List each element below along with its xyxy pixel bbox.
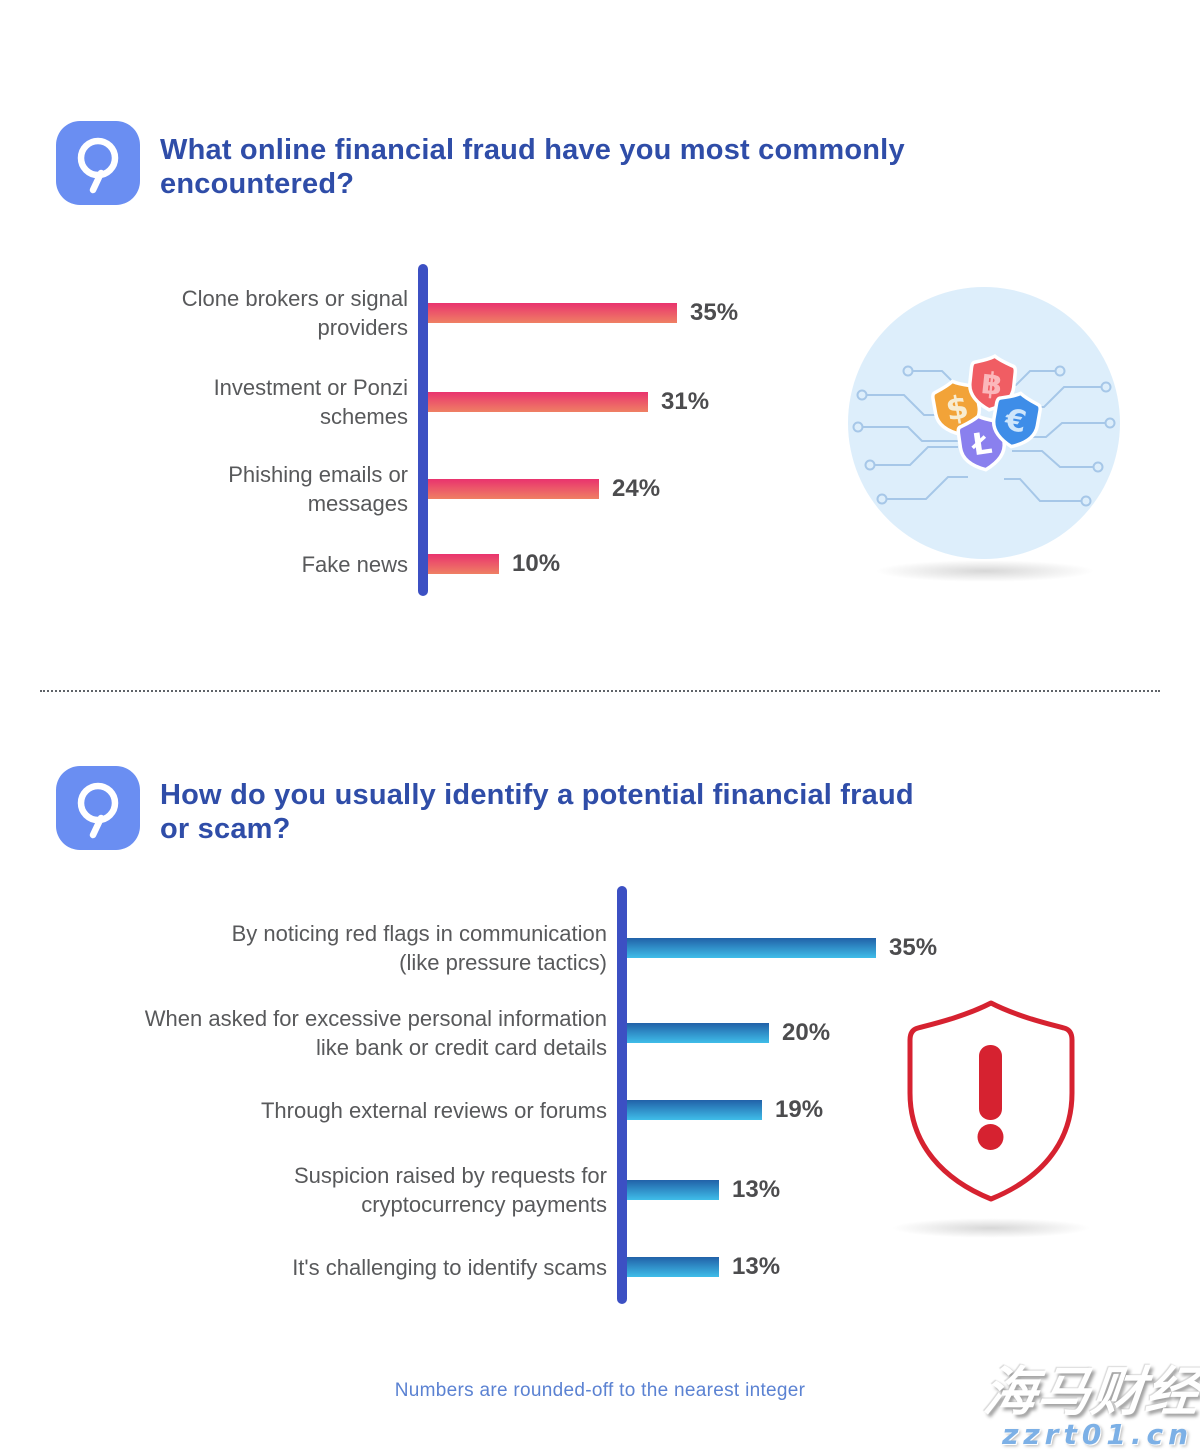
currency-shields-illustration: $ ฿ Ł €: [848, 287, 1120, 559]
exclamation-bar: [979, 1045, 1002, 1120]
chart-row: By noticing red flags in communication (…: [40, 913, 980, 983]
litecoin-shield: Ł: [954, 411, 1010, 475]
category-label: Suspicion raised by requests for cryptoc…: [293, 1163, 607, 1217]
question-2-badge: [56, 766, 140, 850]
illustration-shadow: [875, 560, 1095, 582]
alert-shield-illustration: [903, 995, 1079, 1207]
question-2-title: How do you usually identify a potential …: [160, 779, 914, 845]
footer-note: Numbers are rounded-off to the nearest i…: [394, 1380, 806, 1401]
chart-row: Through external reviews or forums 19%: [40, 1075, 980, 1145]
value-label: 13%: [732, 1253, 781, 1280]
illustration-shadow: [891, 1218, 1091, 1238]
bar: [627, 1023, 769, 1043]
chart2-axis: [617, 886, 627, 1304]
chart-row: When asked for excessive personal inform…: [40, 998, 980, 1068]
chart-row: Clone brokers or signal providers 35%: [120, 278, 900, 348]
category-label: Fake news: [301, 551, 408, 577]
bar: [428, 392, 648, 412]
value-label: 31%: [661, 388, 710, 415]
value-label: 20%: [782, 1019, 831, 1046]
bar: [627, 1100, 762, 1120]
bar: [627, 1180, 719, 1200]
bar: [428, 479, 599, 499]
watermark-domain: zzrt01.cn: [1002, 1418, 1193, 1451]
value-label: 35%: [889, 934, 938, 961]
fraud-identification-chart: By noticing red flags in communication (…: [40, 886, 980, 1304]
dollar-shield: $: [928, 375, 986, 441]
magnifier-q-icon: [77, 782, 119, 839]
category-label: Investment or Ponzi schemes: [213, 375, 408, 429]
chart1-axis: [418, 264, 428, 596]
question-1-title: What online financial fraud have you mos…: [160, 134, 905, 200]
value-label: 19%: [775, 1096, 824, 1123]
category-label: By noticing red flags in communication (…: [231, 921, 607, 975]
bar: [627, 938, 876, 958]
category-label: When asked for excessive personal inform…: [144, 1006, 607, 1060]
exclamation-dot: [977, 1124, 1004, 1150]
chart-row: Investment or Ponzi schemes 31%: [120, 367, 900, 437]
shield-outline: [907, 1000, 1075, 1202]
value-label: 13%: [732, 1176, 781, 1203]
chart-row: Phishing emails or messages 24%: [120, 454, 900, 524]
chart-row: Suspicion raised by requests for cryptoc…: [40, 1155, 980, 1225]
value-label: 35%: [690, 299, 739, 326]
bar: [428, 303, 677, 323]
category-label: Phishing emails or messages: [228, 462, 408, 516]
chart-row: Fake news 10%: [120, 529, 900, 599]
category-label: Clone brokers or signal providers: [181, 286, 408, 340]
bar: [627, 1257, 719, 1277]
category-label: Through external reviews or forums: [260, 1097, 607, 1123]
section-divider: [40, 690, 1160, 692]
euro-shield: €: [987, 387, 1045, 453]
circuit-traces: [852, 365, 1116, 507]
chart-row: It's challenging to identify scams 13%: [40, 1232, 980, 1302]
magnifier-q-icon: [77, 137, 119, 194]
bar: [428, 554, 499, 574]
category-label: It's challenging to identify scams: [292, 1254, 607, 1280]
fraud-types-chart: Clone brokers or signal providers 35% In…: [120, 264, 900, 596]
watermark-brand: 海马财经: [980, 1362, 1200, 1423]
question-1-badge: [56, 121, 140, 205]
value-label: 24%: [612, 475, 661, 502]
value-label: 10%: [512, 550, 561, 577]
